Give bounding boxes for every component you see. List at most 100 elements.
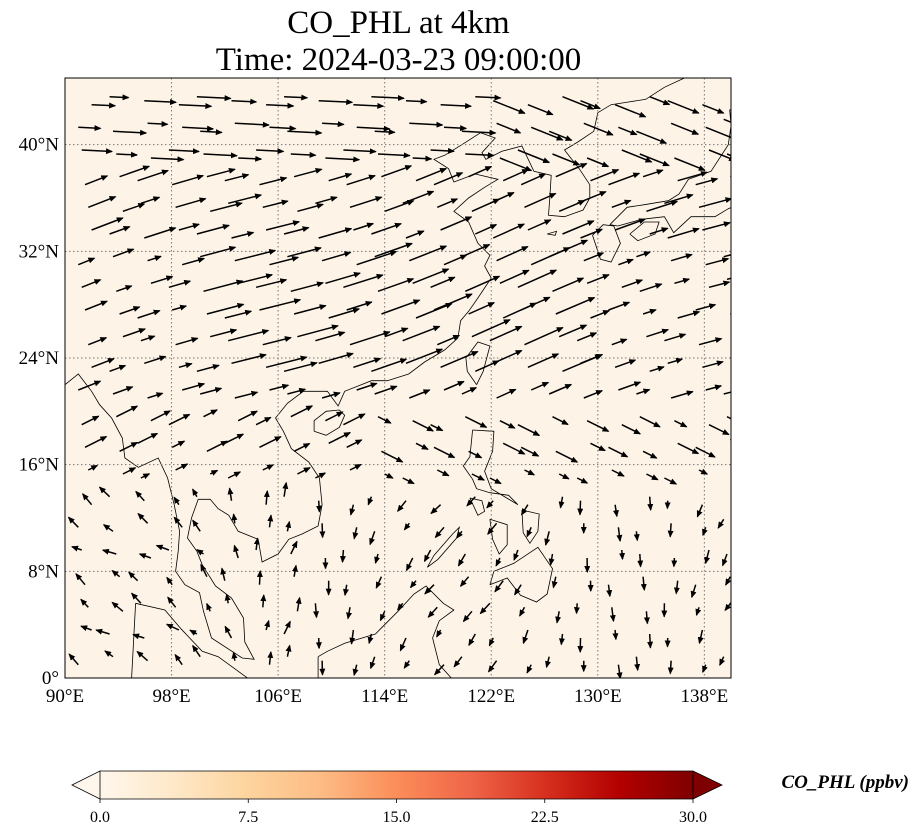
wind-vector [192, 644, 201, 658]
wind-vector [224, 173, 250, 182]
wind-vector [708, 280, 731, 289]
coastline-taiwan [465, 341, 491, 385]
wind-vector [266, 102, 295, 109]
wind-vector [647, 496, 654, 511]
wind-vector [349, 330, 391, 346]
wind-vector [122, 467, 137, 475]
wind-vector [580, 228, 604, 239]
wind-vector [468, 165, 493, 178]
wind-vector [349, 463, 362, 471]
wind-vector [104, 650, 114, 658]
wind-vector [315, 196, 338, 205]
wind-vector [371, 95, 405, 102]
wind-vector [621, 279, 644, 289]
colorbar-extend-high [692, 770, 723, 800]
wind-vector [87, 464, 99, 471]
wind-vector [315, 472, 327, 479]
wind-vector [695, 446, 716, 458]
wind-vector [316, 500, 323, 513]
wind-vector [555, 296, 596, 315]
wind-vector [175, 197, 207, 209]
colorbar-extend-low [71, 770, 101, 800]
wind-vector [695, 177, 719, 186]
wind-vector [409, 580, 417, 589]
wind-vector [203, 409, 218, 418]
wind-vector [290, 540, 298, 555]
wind-vector [112, 129, 148, 136]
coastline-palawan [426, 525, 461, 568]
wind-vector [499, 420, 516, 429]
wind-vector [671, 557, 678, 568]
lon-tick-label: 106°E [254, 686, 302, 707]
wind-vector [206, 602, 212, 612]
wind-vector [265, 220, 301, 231]
wind-vector [461, 387, 478, 395]
wind-vector [468, 302, 496, 315]
coastline-kyushu [592, 224, 621, 263]
wind-vector [168, 148, 200, 155]
wind-vector [353, 102, 385, 109]
wind-vector [150, 156, 185, 163]
wind-vector [116, 151, 138, 158]
wind-vector [282, 481, 289, 497]
wind-vector [234, 390, 259, 399]
map-time-subtitle: Time: 2024-03-23 09:00:00 [215, 42, 582, 78]
lat-tick-label: 40°N [19, 135, 60, 156]
wind-vector [674, 277, 691, 285]
wind-vector [405, 98, 428, 105]
wind-vector [721, 553, 728, 567]
coastline-luzon [462, 429, 519, 506]
wind-vector [612, 629, 619, 641]
colorbar-tick-label: 22.5 [531, 809, 559, 826]
wind-vector [616, 664, 623, 678]
wind-vector [642, 169, 664, 178]
wind-vector [555, 611, 562, 624]
wind-vector [137, 309, 161, 319]
wind-vector [81, 148, 113, 155]
wind-vector [397, 500, 407, 512]
wind-vector [285, 520, 292, 532]
wind-vector [290, 405, 314, 418]
wind-vector [233, 544, 240, 559]
coastline-mindoro [469, 497, 486, 516]
wind-vector [664, 193, 694, 205]
wind-vector [84, 435, 108, 448]
wind-vector [696, 504, 704, 518]
wind-vector [67, 516, 79, 528]
wind-vector [590, 310, 611, 319]
wind-vector [147, 121, 169, 127]
wind-vector [636, 388, 651, 395]
wind-vector [649, 365, 665, 373]
wind-vector [667, 660, 674, 675]
coastline-mindanao [489, 546, 553, 603]
colorbar-tick-label: 7.5 [238, 809, 258, 826]
wind-vector [137, 512, 149, 524]
wind-vector [112, 248, 135, 258]
coastline-sumatra [131, 602, 249, 678]
wind-vector [283, 620, 291, 635]
wind-vector [111, 569, 121, 578]
wind-vector [255, 416, 272, 426]
wind-vector [642, 308, 657, 315]
wind-vector [80, 625, 92, 632]
wind-vector [109, 225, 131, 235]
colorbar-label: CO_PHL (ppbv) [781, 772, 909, 793]
wind-vector [200, 129, 223, 136]
wind-vector [608, 301, 631, 311]
wind-vector [356, 125, 391, 132]
wind-vector [424, 584, 435, 595]
wind-vector [264, 619, 270, 631]
wind-vector [433, 293, 473, 311]
wind-vector [109, 94, 130, 101]
wind-vector [210, 201, 243, 213]
wind-vector [517, 269, 558, 288]
wind-vector [702, 104, 725, 114]
wind-vector [290, 281, 324, 293]
wind-vector [614, 104, 647, 118]
wind-vector [621, 149, 653, 163]
wind-vector [256, 570, 263, 585]
wind-vector [456, 530, 463, 539]
wind-vector [181, 257, 206, 266]
wind-vector [140, 473, 151, 480]
